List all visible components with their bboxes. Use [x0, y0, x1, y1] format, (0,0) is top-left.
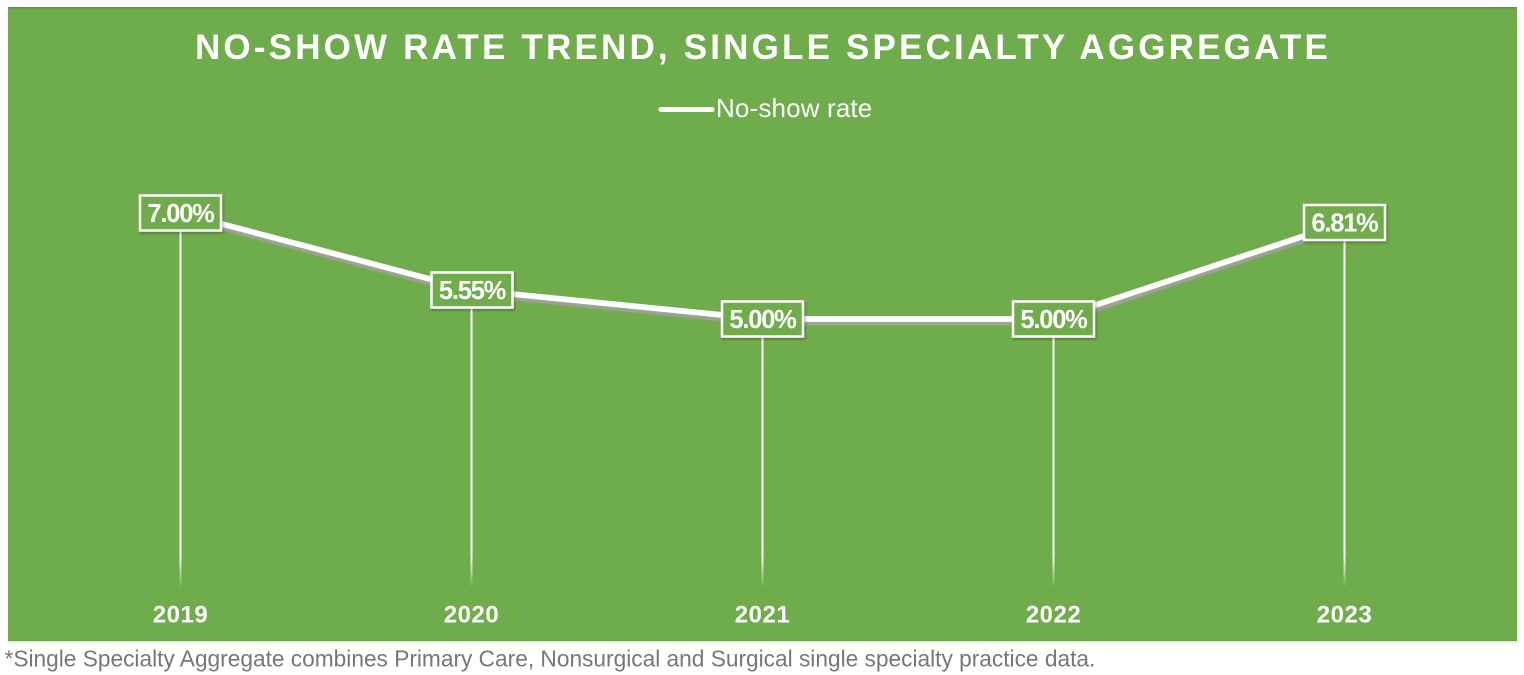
svg-text:NO-SHOW RATE TREND, SINGLE SPE: NO-SHOW RATE TREND, SINGLE SPECIALTY AGG…	[195, 28, 1331, 67]
svg-text:*Single Specialty Aggregate co: *Single Specialty Aggregate combines Pri…	[5, 646, 1096, 672]
svg-text:2019: 2019	[153, 602, 209, 629]
svg-text:7.00%: 7.00%	[147, 200, 214, 228]
svg-text:2021: 2021	[735, 602, 791, 629]
svg-text:6.81%: 6.81%	[1311, 210, 1378, 238]
svg-text:2020: 2020	[444, 602, 500, 629]
svg-text:2023: 2023	[1317, 602, 1373, 629]
svg-text:5.00%: 5.00%	[729, 306, 796, 334]
svg-text:5.55%: 5.55%	[439, 277, 506, 305]
svg-text:No-show rate: No-show rate	[716, 93, 872, 123]
svg-text:2022: 2022	[1026, 602, 1082, 629]
svg-text:5.00%: 5.00%	[1020, 306, 1087, 334]
